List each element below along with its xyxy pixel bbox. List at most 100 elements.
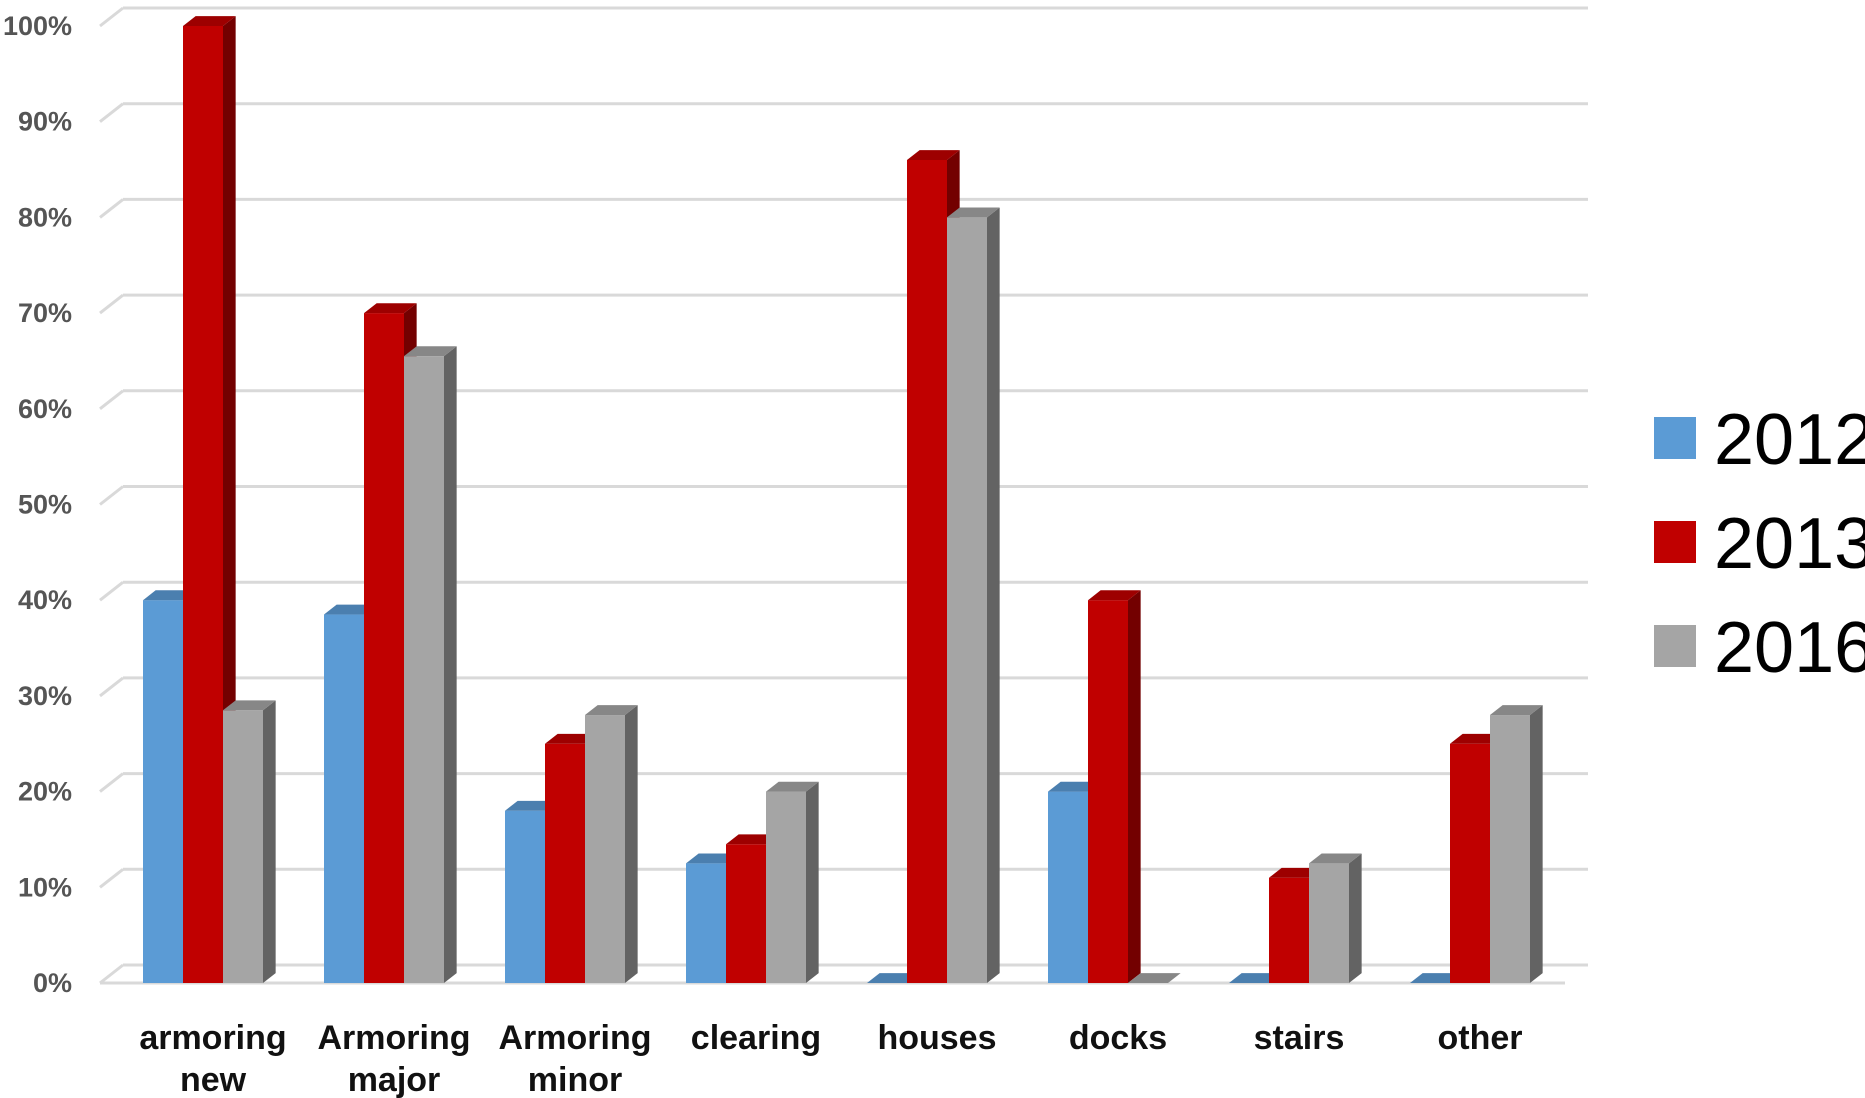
y-tick-label: 20% (18, 777, 72, 807)
bar-front (505, 810, 545, 983)
legend-swatch (1654, 625, 1696, 667)
legend-item-2012: 2012 (1654, 400, 1865, 480)
gridline-depth (99, 6, 124, 28)
bar-top (143, 590, 196, 601)
bar-2016-6 (1309, 853, 1362, 983)
y-tick-label: 30% (18, 681, 72, 711)
gridline-depth (99, 963, 124, 985)
legend-swatch (1654, 417, 1696, 459)
y-tick-label: 80% (18, 202, 72, 232)
bar-side (806, 781, 819, 983)
bar-top (1410, 973, 1463, 983)
legend-label: 2013 (1714, 504, 1865, 584)
bar-top (505, 800, 558, 811)
bar-top (1048, 781, 1101, 792)
bar-side (444, 346, 457, 983)
legend: 2012 2013 2016 (1654, 400, 1865, 688)
y-tick-label: 60% (18, 394, 72, 424)
bar-front (686, 863, 726, 983)
bar-front (364, 313, 404, 984)
bar-2016-3 (766, 781, 819, 983)
bar-front (947, 217, 987, 983)
legend-label: 2016 (1714, 608, 1865, 688)
bar-top (766, 781, 819, 792)
gridline-depth (99, 676, 124, 698)
y-axis-ticks: 0% 10% 20% 30% 40% 50% 60% 70% 80% 90% 100% (3, 11, 72, 998)
gridline-depth (99, 293, 124, 315)
bar-front (1048, 791, 1088, 983)
gridline-depth (99, 868, 124, 889)
bar-top (364, 303, 417, 314)
bar-front (545, 743, 585, 983)
bar-top (545, 733, 598, 744)
x-tick-label: Armoring major (318, 1019, 471, 1098)
bar-front (766, 791, 806, 983)
bar-top (1229, 973, 1282, 983)
bar-side (625, 705, 638, 983)
bar-front (223, 710, 263, 983)
bar-2013-5 (1088, 590, 1141, 983)
gridline-depth (99, 772, 124, 793)
gridlines (99, 6, 1588, 985)
bar-front (143, 600, 183, 983)
y-tick-label: 40% (18, 585, 72, 615)
bar-2016-4 (947, 207, 1000, 983)
bar-top (183, 16, 236, 26)
bar-top (1269, 867, 1322, 878)
bar-front (726, 844, 766, 983)
legend-label: 2012 (1714, 400, 1865, 480)
x-tick-label: docks (1069, 1019, 1167, 1057)
bar-top (867, 973, 920, 983)
bar-2012-4 (867, 973, 920, 983)
gridline-depth (99, 581, 124, 602)
bar-2012-7 (1410, 973, 1463, 983)
y-tick-label: 10% (18, 872, 72, 902)
gridline-depth (99, 198, 124, 219)
x-tick-label: Armoring minor (499, 1019, 652, 1098)
y-tick-label: 0% (33, 968, 72, 998)
x-tick-label: stairs (1254, 1019, 1345, 1057)
bar-top (907, 150, 960, 160)
bar-side (1530, 705, 1543, 983)
bar-2016-1 (404, 346, 457, 983)
y-tick-label: 90% (18, 107, 72, 137)
bars (143, 16, 1543, 984)
bar-top (585, 705, 638, 716)
gridline-depth (99, 485, 124, 506)
bar-front (1490, 715, 1530, 983)
bar-top (1128, 973, 1181, 983)
bar-front (907, 159, 947, 984)
bar-2016-5 (1128, 973, 1181, 983)
bar-top (223, 700, 276, 711)
bar-top (324, 604, 377, 615)
bar-top (1450, 733, 1503, 744)
bar-front (324, 614, 364, 983)
bar-front (183, 26, 223, 983)
bar-2016-2 (585, 705, 638, 983)
bar-front (1450, 743, 1490, 983)
bar-side (263, 700, 276, 983)
bar-2016-7 (1490, 705, 1543, 983)
x-tick-label: houses (877, 1019, 996, 1057)
y-tick-label: 50% (18, 490, 72, 520)
bar-front (1088, 600, 1128, 983)
bar-top (1088, 590, 1141, 601)
bar-front (1269, 877, 1309, 983)
bar-top (726, 834, 779, 845)
gridline-depth (99, 389, 124, 410)
gridline-depth (99, 102, 124, 123)
y-tick-label: 100% (3, 11, 72, 41)
x-tick-label: clearing (691, 1019, 821, 1057)
bar-top (1490, 705, 1543, 716)
bar-front (404, 356, 444, 983)
bar-top (686, 853, 739, 864)
bar-2012-6 (1229, 973, 1282, 983)
bar-top (947, 207, 1000, 218)
x-axis-ticks: armoring new Armoring major Armoring minor cle… (139, 1019, 1522, 1098)
bar-top (404, 346, 457, 357)
bar-front (585, 715, 625, 983)
bar-side (1128, 590, 1141, 983)
bar-top (1309, 853, 1362, 864)
legend-item-2013: 2013 (1654, 504, 1865, 584)
